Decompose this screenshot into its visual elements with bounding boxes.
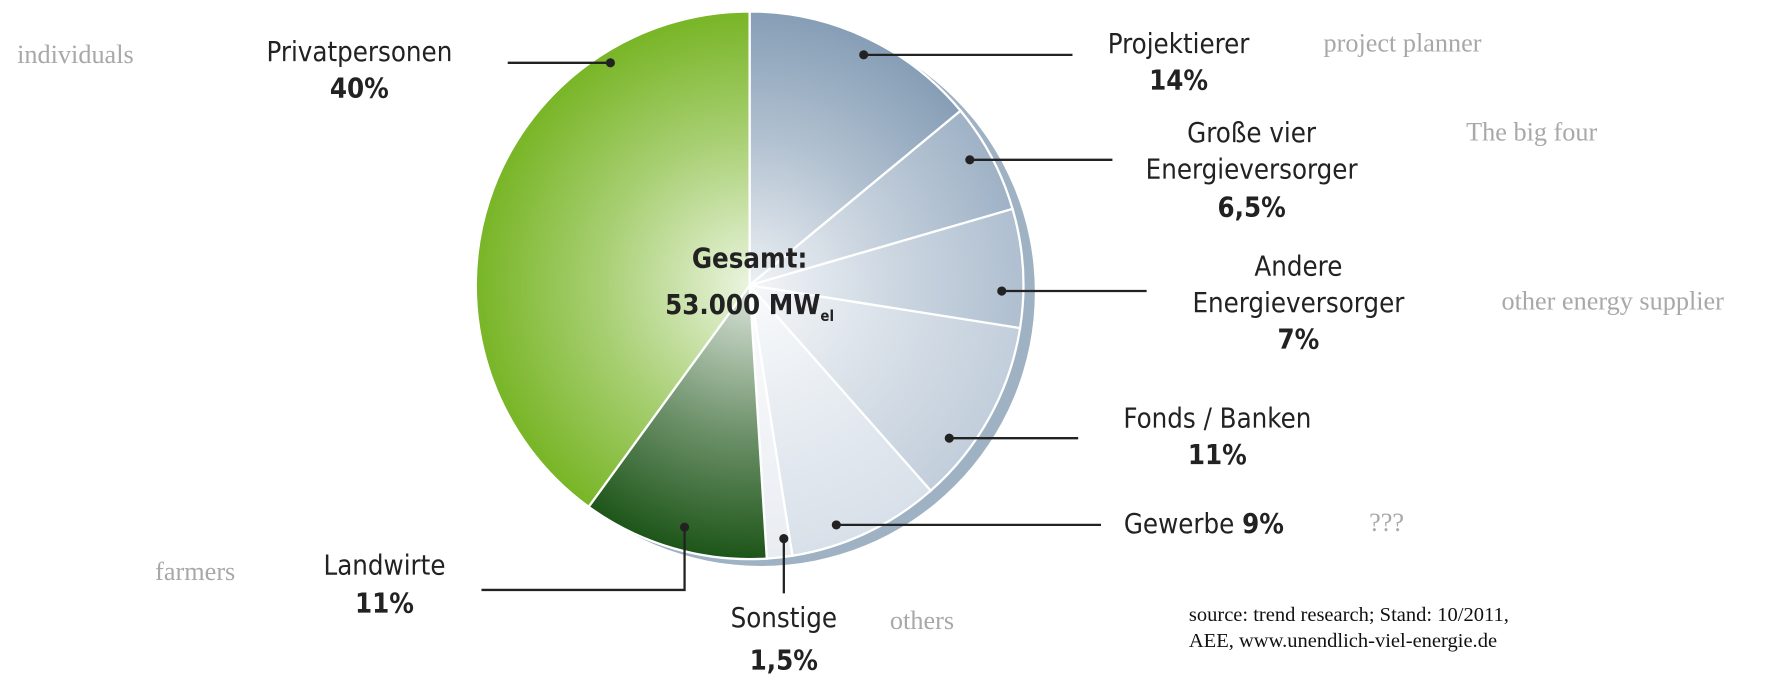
value-label: 9%: [1242, 508, 1284, 539]
annotation: individuals: [17, 40, 134, 69]
annotation: The big four: [1466, 118, 1597, 147]
category-label: Projektierer: [1108, 29, 1251, 60]
labels: Projektierer 14% project planner Große vier…: [17, 29, 1724, 677]
leader-line: [481, 527, 686, 592]
leader-dot: [779, 534, 789, 544]
value-label: 1,5%: [750, 645, 818, 676]
slice-label: Gewerbe 9%: [1124, 508, 1284, 539]
category-label: Sonstige: [731, 603, 837, 634]
category-label: Fonds / Banken: [1123, 403, 1311, 434]
leader-dot: [680, 522, 690, 532]
source: AEE, www.unendlich-viel-energie.de: [1189, 630, 1497, 652]
category-label: Andere: [1254, 252, 1342, 283]
category-label: Landwirte: [324, 551, 446, 582]
value-label: 11%: [355, 588, 414, 619]
annotation: project planner: [1323, 29, 1481, 58]
value-label: 40%: [330, 74, 389, 105]
leader-dot: [859, 50, 869, 60]
annotation: ???: [1369, 508, 1404, 537]
value-label: 14%: [1149, 66, 1208, 97]
category-label: Gewerbe: [1124, 508, 1234, 539]
annotation: farmers: [155, 557, 235, 586]
category-label: Große vier: [1187, 118, 1317, 149]
center-title: Gesamt:: [692, 244, 808, 275]
leader-dot: [944, 433, 954, 443]
category-label: Energieversorger: [1146, 155, 1359, 186]
leader-dot: [997, 286, 1007, 296]
annotation: others: [890, 606, 954, 635]
leader-dot: [965, 155, 975, 165]
annotation: other energy supplier: [1501, 287, 1724, 316]
center-value: 53.000 MWel: [665, 289, 834, 325]
leader-dot: [831, 520, 841, 530]
value-label: 6,5%: [1217, 192, 1285, 223]
source: source: trend research; Stand: 10/2011,: [1189, 604, 1509, 626]
leader-dot: [605, 58, 615, 68]
category-label: Privatpersonen: [266, 37, 452, 68]
value-label: 7%: [1277, 325, 1319, 356]
value-label: 11%: [1188, 440, 1247, 471]
category-label: Energieversorger: [1192, 288, 1405, 319]
pie: [474, 10, 1025, 561]
